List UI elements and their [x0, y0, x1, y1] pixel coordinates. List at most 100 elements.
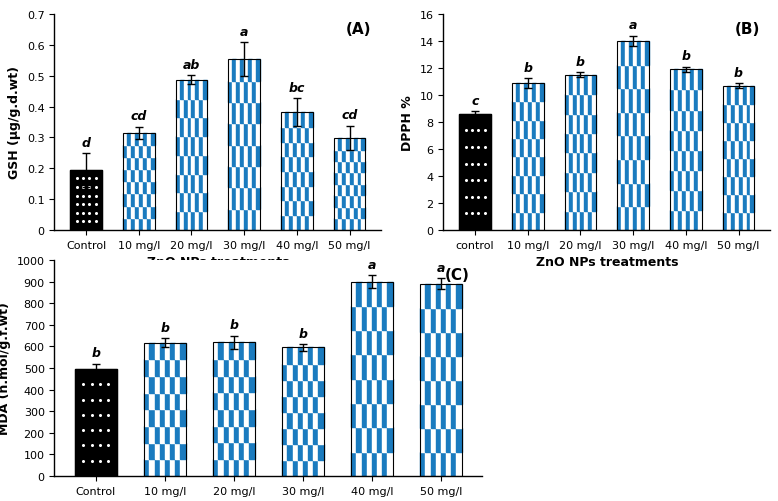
- Bar: [345, 184, 349, 196]
- Bar: [731, 212, 734, 230]
- Bar: [358, 150, 362, 162]
- Bar: [297, 128, 301, 142]
- Bar: [641, 160, 645, 183]
- Bar: [356, 427, 362, 452]
- Bar: [229, 459, 234, 476]
- Bar: [234, 342, 239, 359]
- Bar: [237, 60, 240, 82]
- Bar: [584, 134, 588, 153]
- Bar: [308, 364, 314, 380]
- Bar: [165, 376, 170, 393]
- Bar: [349, 139, 353, 150]
- Bar: [734, 104, 738, 122]
- Bar: [540, 194, 544, 212]
- Bar: [351, 282, 393, 476]
- Bar: [734, 122, 738, 140]
- Bar: [682, 70, 686, 90]
- Bar: [420, 308, 426, 332]
- Bar: [338, 139, 342, 150]
- Bar: [351, 379, 356, 403]
- Bar: [301, 113, 305, 128]
- Bar: [240, 167, 244, 188]
- Bar: [213, 442, 219, 459]
- Bar: [536, 102, 540, 120]
- Bar: [622, 207, 626, 230]
- Bar: [301, 186, 305, 201]
- Bar: [686, 70, 690, 90]
- Bar: [213, 409, 219, 426]
- Bar: [451, 308, 457, 332]
- Bar: [301, 172, 305, 186]
- Bar: [305, 216, 309, 230]
- Bar: [237, 103, 240, 124]
- Bar: [170, 426, 175, 443]
- Bar: [637, 66, 641, 89]
- Text: a: a: [436, 262, 445, 275]
- Bar: [698, 130, 702, 150]
- Bar: [366, 452, 372, 476]
- Bar: [309, 113, 313, 128]
- Bar: [309, 172, 313, 186]
- Bar: [223, 342, 229, 359]
- Bar: [738, 140, 742, 158]
- Bar: [256, 82, 260, 103]
- Bar: [565, 95, 569, 114]
- Bar: [441, 404, 446, 428]
- Bar: [345, 207, 349, 219]
- Bar: [349, 162, 353, 173]
- Bar: [138, 206, 142, 218]
- Bar: [618, 89, 622, 113]
- Bar: [420, 284, 426, 308]
- Bar: [576, 192, 580, 211]
- Bar: [694, 210, 698, 230]
- Bar: [223, 392, 229, 409]
- Bar: [219, 376, 223, 392]
- Bar: [159, 360, 165, 376]
- Bar: [580, 95, 584, 114]
- Bar: [123, 146, 127, 158]
- Bar: [142, 158, 147, 170]
- Bar: [731, 122, 734, 140]
- Bar: [219, 359, 223, 376]
- Bar: [670, 150, 674, 170]
- Bar: [127, 170, 131, 182]
- Bar: [362, 150, 366, 162]
- Bar: [234, 392, 239, 409]
- Bar: [293, 216, 297, 230]
- Bar: [184, 212, 187, 230]
- Bar: [362, 139, 366, 150]
- Bar: [314, 396, 318, 412]
- Bar: [149, 443, 155, 459]
- Bar: [287, 396, 293, 412]
- Bar: [318, 428, 324, 444]
- Bar: [592, 114, 596, 134]
- Bar: [512, 102, 516, 120]
- Bar: [387, 355, 393, 379]
- Text: b: b: [160, 322, 170, 334]
- Bar: [670, 70, 702, 230]
- Bar: [569, 172, 573, 192]
- Bar: [747, 212, 751, 230]
- Bar: [576, 153, 580, 172]
- Bar: [565, 153, 569, 172]
- Bar: [637, 113, 641, 136]
- Bar: [674, 70, 678, 90]
- Bar: [372, 331, 377, 355]
- Bar: [309, 201, 313, 216]
- Bar: [441, 308, 446, 332]
- Bar: [123, 133, 127, 146]
- Bar: [191, 193, 195, 212]
- Bar: [682, 170, 686, 190]
- Bar: [229, 359, 234, 376]
- Bar: [366, 355, 372, 379]
- Bar: [298, 396, 303, 412]
- Bar: [731, 176, 734, 194]
- Bar: [686, 110, 690, 130]
- Bar: [234, 359, 239, 376]
- Bar: [430, 308, 436, 332]
- Text: b: b: [576, 56, 585, 69]
- Bar: [565, 134, 569, 153]
- Bar: [342, 184, 345, 196]
- Bar: [527, 84, 531, 102]
- Bar: [298, 348, 303, 364]
